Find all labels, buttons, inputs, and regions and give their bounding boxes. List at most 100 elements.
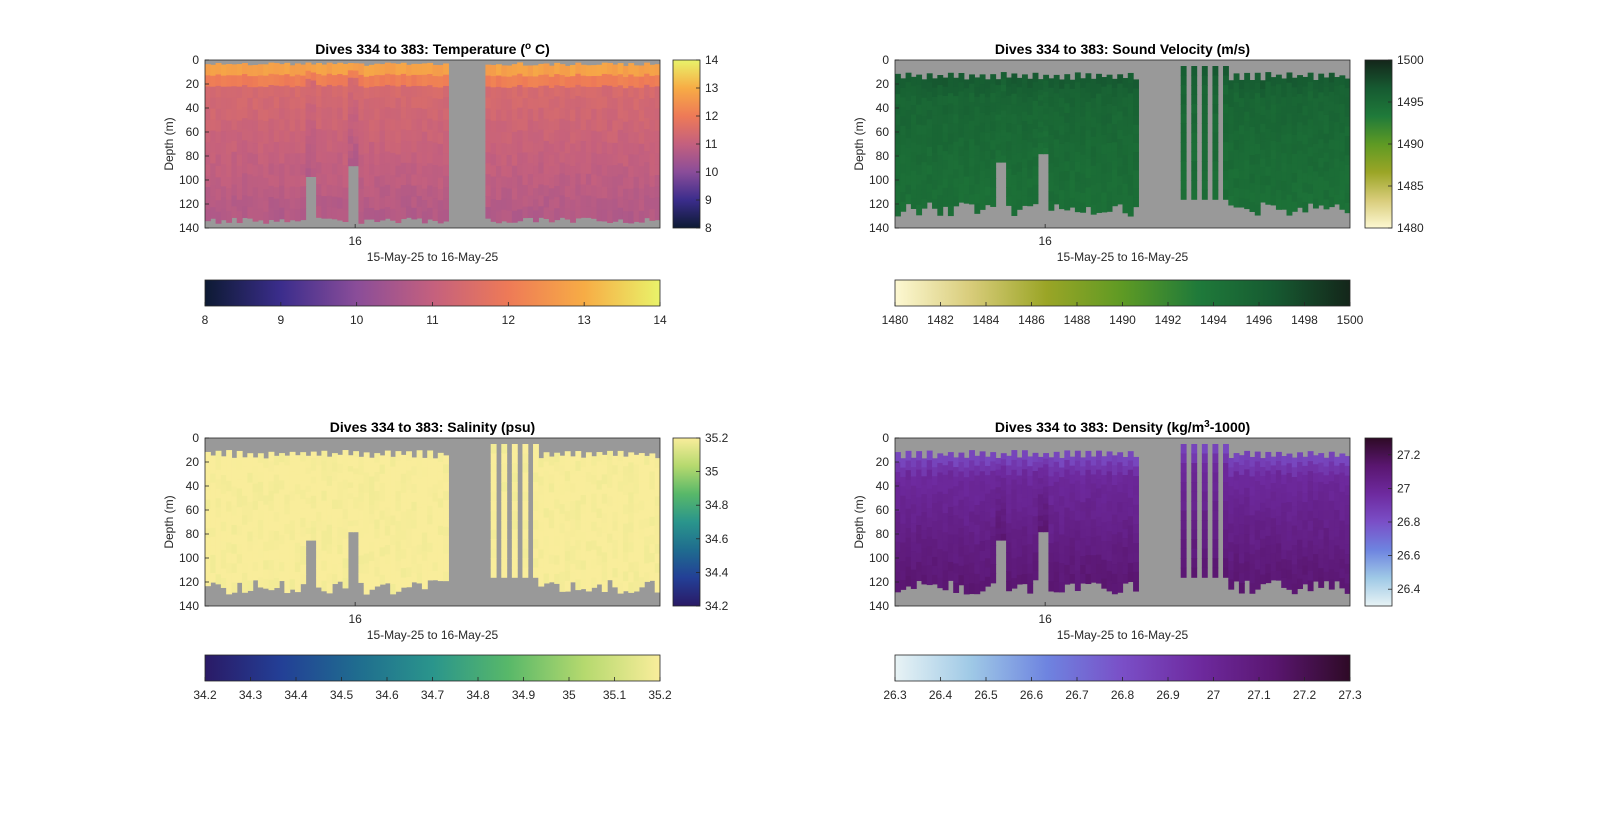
- heatmap-cell: [321, 75, 328, 88]
- heatmap-cell: [1238, 573, 1245, 584]
- heatmap-cell: [1302, 484, 1309, 494]
- heatmap-cell: [506, 65, 513, 78]
- heatmap-cell: [617, 107, 624, 120]
- heatmap-cell: [247, 174, 254, 186]
- heatmap-cell: [916, 515, 923, 526]
- heatmap-cell: [543, 470, 550, 481]
- heatmap-cell: [1133, 495, 1139, 506]
- heatmap-cell: [1307, 570, 1314, 582]
- heatmap-cell: [205, 490, 211, 501]
- heatmap-cell: [575, 520, 582, 531]
- heatmap-cell: [432, 142, 439, 155]
- heatmap-cell: [1133, 88, 1139, 99]
- heatmap-cell: [974, 475, 981, 486]
- heatmap-cell: [1302, 86, 1309, 97]
- heatmap-cell: [522, 184, 529, 197]
- heatmap-cell: [559, 523, 566, 534]
- heatmap-cell: [895, 185, 901, 197]
- heatmap-cell: [1106, 461, 1113, 472]
- heatmap-cell: [628, 120, 635, 133]
- heatmap-cell: [538, 558, 545, 569]
- heatmap-cell: [1011, 578, 1018, 589]
- heatmap-cell: [1111, 573, 1118, 585]
- heatmap-cell: [300, 555, 307, 566]
- heatmap-cell: [384, 118, 391, 130]
- heatmap-cell: [1223, 491, 1229, 502]
- heatmap-cell: [1106, 191, 1113, 203]
- heatmap-cell: [1043, 131, 1050, 138]
- heatmap-cell: [969, 552, 975, 564]
- bottom-colorbar-tick-label: 1488: [1064, 313, 1091, 327]
- heatmap-cell: [1312, 98, 1319, 108]
- heatmap-cell: [384, 195, 391, 208]
- heatmap-cell: [921, 180, 928, 191]
- heatmap-cell: [1096, 172, 1102, 184]
- heatmap-cell: [284, 543, 291, 554]
- heatmap-cell: [342, 509, 349, 520]
- heatmap-cell: [617, 196, 624, 209]
- heatmap-cell: [601, 153, 608, 165]
- heatmap-cell: [294, 63, 301, 76]
- heatmap-cell: [1059, 134, 1065, 145]
- heatmap-cell: [1328, 158, 1335, 169]
- heatmap-cell: [1011, 184, 1018, 196]
- heatmap-cell: [564, 471, 571, 482]
- heatmap-cell: [969, 102, 975, 112]
- heatmap-cell: [490, 510, 497, 521]
- heatmap-cell: [1085, 564, 1092, 575]
- heatmap-cell: [1032, 543, 1039, 554]
- heatmap-cell: [622, 581, 629, 592]
- heatmap-cell: [1122, 565, 1129, 575]
- heatmap-cell: [220, 559, 227, 570]
- heatmap-cell: [538, 485, 545, 496]
- heatmap-cell: [1000, 136, 1007, 144]
- heatmap-cell: [279, 544, 285, 554]
- heatmap-cell: [326, 534, 333, 545]
- heatmap-cell: [395, 63, 402, 76]
- heatmap-cell: [1344, 583, 1350, 594]
- heatmap-cell: [1006, 475, 1012, 486]
- heatmap-cell: [205, 64, 211, 76]
- heatmap-cell: [342, 187, 349, 200]
- heatmap-cell: [974, 485, 981, 496]
- heatmap-cell: [1223, 548, 1229, 559]
- heatmap-cell: [638, 472, 645, 483]
- heatmap-cell: [220, 512, 227, 523]
- heatmap-cell: [1281, 568, 1288, 579]
- heatmap-cell: [379, 492, 386, 502]
- heatmap-cell: [654, 175, 660, 187]
- heatmap-cell: [1328, 530, 1335, 541]
- heatmap-cell: [273, 493, 280, 504]
- heatmap-cell: [1127, 93, 1134, 105]
- heatmap-cell: [1318, 539, 1325, 550]
- heatmap-cell: [953, 187, 960, 198]
- heatmap-cell: [1260, 493, 1266, 504]
- heatmap-cell: [1006, 571, 1012, 582]
- heatmap-cell: [1106, 113, 1113, 125]
- heatmap-cell: [390, 130, 397, 143]
- heatmap-cell: [984, 539, 991, 550]
- heatmap-cell: [1117, 157, 1124, 168]
- heatmap-cell: [969, 572, 975, 584]
- heatmap-cell: [1096, 526, 1102, 537]
- heatmap-cell: [942, 560, 949, 572]
- heatmap-cell: [316, 511, 322, 522]
- heatmap-cell: [342, 86, 349, 99]
- heatmap-cell: [268, 185, 275, 198]
- heatmap-cell: [353, 525, 360, 533]
- heatmap-cell: [1302, 474, 1309, 485]
- heatmap-cell: [226, 199, 233, 212]
- heatmap-cell: [1043, 102, 1050, 110]
- heatmap-cell: [963, 477, 970, 488]
- heatmap-cell: [905, 184, 912, 195]
- heatmap-cell: [347, 498, 354, 505]
- heatmap-cell: [1032, 184, 1039, 195]
- heatmap-cell: [236, 165, 243, 178]
- heatmap-cell: [548, 165, 555, 178]
- heatmap-cell: [937, 510, 944, 522]
- y-axis-label: Depth (m): [852, 495, 866, 548]
- heatmap-cell: [310, 72, 317, 82]
- bottom-colorbar-tick-label: 34.5: [330, 688, 354, 702]
- heatmap-cell: [1238, 553, 1245, 564]
- heatmap-cell: [294, 503, 301, 515]
